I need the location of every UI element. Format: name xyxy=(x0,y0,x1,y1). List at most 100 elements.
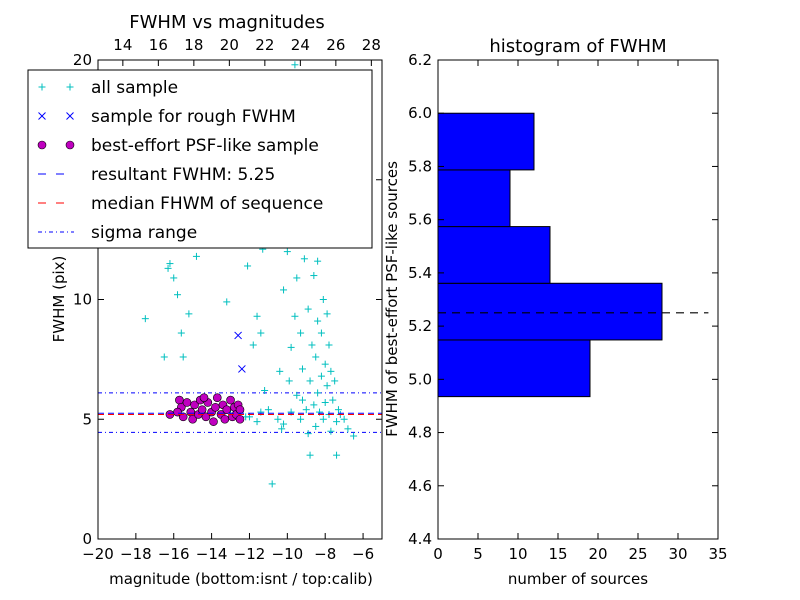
scatter-point-series-0 xyxy=(253,418,261,426)
scatter-top-xtick-label: 20 xyxy=(220,36,239,54)
scatter-point-series-0 xyxy=(297,415,305,423)
legend-label: sample for rough FWHM xyxy=(91,107,296,127)
scatter-point-series-0 xyxy=(323,310,331,318)
scatter-point-series-2 xyxy=(235,414,245,424)
scatter-ytick-label: 20 xyxy=(73,51,92,69)
legend-entry: all sample xyxy=(38,78,178,98)
scatter-point-series-0 xyxy=(321,360,329,368)
scatter-point-series-2 xyxy=(188,414,197,424)
scatter-top-xtick-label: 26 xyxy=(326,36,345,54)
legend-marker xyxy=(37,140,47,150)
legend-box xyxy=(27,69,373,249)
scatter-point-series-0 xyxy=(185,310,193,318)
scatter-top-xtick-label: 18 xyxy=(184,36,203,54)
histogram-xtick-label: 35 xyxy=(708,545,727,563)
histogram-ytick-label: 4.8 xyxy=(408,424,432,442)
scatter-top-xtick-label: 28 xyxy=(362,36,381,54)
scatter-point-series-2 xyxy=(222,405,232,414)
histogram-ytick-label: 5.8 xyxy=(408,157,432,175)
scatter-legend: all sample sample for rough FWHM best-effo… xyxy=(27,69,373,249)
scatter-point-series-2 xyxy=(211,402,220,412)
scatter-point-series-2 xyxy=(220,414,230,424)
histogram-bar xyxy=(437,169,511,228)
scatter-top-xtick-label: 22 xyxy=(255,36,274,54)
histogram-xtick-label: 10 xyxy=(508,545,527,563)
histogram-ytick-label: 4.6 xyxy=(408,477,432,495)
scatter-point-series-0 xyxy=(333,451,341,459)
scatter-point-series-0 xyxy=(308,341,316,349)
scatter-point-series-0 xyxy=(310,272,318,280)
scatter-point-series-0 xyxy=(249,341,257,349)
scatter-point-series-0 xyxy=(280,286,288,294)
scatter-point-series-0 xyxy=(291,312,299,320)
scatter-xtick-label: −8 xyxy=(314,545,336,563)
histogram-xtick-label: 30 xyxy=(668,545,687,563)
scatter-point-series-0 xyxy=(310,401,318,409)
scatter-point-series-0 xyxy=(141,315,149,323)
scatter-point-series-0 xyxy=(285,377,293,385)
scatter-xlabel: magnitude (bottom:isnt / top:calib) xyxy=(109,570,373,588)
histogram-xtick-label: 25 xyxy=(628,545,647,563)
histogram-ytick-label: 5.6 xyxy=(408,211,432,229)
scatter-point-series-0 xyxy=(304,430,312,438)
scatter-point-series-0 xyxy=(306,451,314,459)
scatter-point-series-2 xyxy=(190,400,199,410)
histogram-ytick-label: 5.2 xyxy=(408,317,432,335)
histogram-bar xyxy=(437,112,535,171)
scatter-point-series-0 xyxy=(192,252,200,260)
histogram-ytick-label: 5.4 xyxy=(408,264,432,282)
legend-label: sigma range xyxy=(91,223,197,243)
legend-entry: median FHWM of sequence xyxy=(38,194,323,214)
scatter-ytick-label: 5 xyxy=(82,410,92,428)
scatter-ytick-label: 0 xyxy=(82,530,92,548)
scatter-point-series-0 xyxy=(333,418,341,426)
histogram-bar xyxy=(437,339,591,398)
scatter-point-series-2 xyxy=(175,395,184,405)
scatter-point-series-0 xyxy=(344,425,352,433)
scatter-point-series-0 xyxy=(264,406,272,414)
scatter-point-series-0 xyxy=(261,387,269,395)
scatter-point-series-0 xyxy=(170,274,178,282)
scatter-point-series-0 xyxy=(278,425,286,433)
histogram-ytick-label: 4.4 xyxy=(408,530,432,548)
scatter-ytick-label: 10 xyxy=(73,291,92,309)
legend-entry: sigma range xyxy=(38,223,197,243)
scatter-point-series-2 xyxy=(199,393,209,402)
scatter-point-series-0 xyxy=(317,329,325,337)
scatter-point-series-0 xyxy=(164,264,172,272)
scatter-point-series-0 xyxy=(300,255,308,263)
legend-marker xyxy=(65,140,75,150)
scatter-point-series-0 xyxy=(291,61,299,69)
scatter-point-series-1 xyxy=(234,331,242,340)
scatter-point-series-0 xyxy=(174,291,182,299)
scatter-point-series-0 xyxy=(298,365,306,373)
scatter-point-series-0 xyxy=(179,353,187,361)
histogram-ytick-label: 6.0 xyxy=(408,104,432,122)
scatter-point-series-0 xyxy=(276,367,284,375)
histogram-xtick-label: 15 xyxy=(548,545,567,563)
scatter-xtick-label: −18 xyxy=(120,545,152,563)
scatter-point-series-0 xyxy=(312,353,320,361)
scatter-point-series-2 xyxy=(212,393,222,402)
scatter-point-series-0 xyxy=(327,367,335,375)
legend-label: median FHWM of sequence xyxy=(91,194,323,214)
scatter-point-series-0 xyxy=(280,420,288,428)
scatter-point-series-0 xyxy=(325,341,333,349)
scatter-xtick-label: −14 xyxy=(196,545,228,563)
legend-entry: best-effort PSF-like sample xyxy=(37,136,319,156)
scatter-point-series-0 xyxy=(302,406,310,414)
scatter-point-series-0 xyxy=(306,377,314,385)
scatter-point-series-0 xyxy=(257,329,265,337)
scatter-point-series-0 xyxy=(297,329,305,337)
histogram-xlabel: number of sources xyxy=(508,570,648,588)
scatter-point-series-0 xyxy=(293,274,301,282)
histogram-ylabel: FWHM of best-effort PSF-like sources xyxy=(383,161,401,437)
histogram-xtick-label: 0 xyxy=(433,545,443,563)
histogram-bar xyxy=(437,282,663,341)
scatter-ylabel: FWHM (pix) xyxy=(50,256,68,343)
histogram-ytick-label: 5.0 xyxy=(408,370,432,388)
scatter-panel: FWHM vs magnitudes −20 −18 −16 −14 −12 −10 −8−… xyxy=(27,12,383,588)
scatter-point-series-0 xyxy=(329,396,337,404)
scatter-point-series-0 xyxy=(287,343,295,351)
